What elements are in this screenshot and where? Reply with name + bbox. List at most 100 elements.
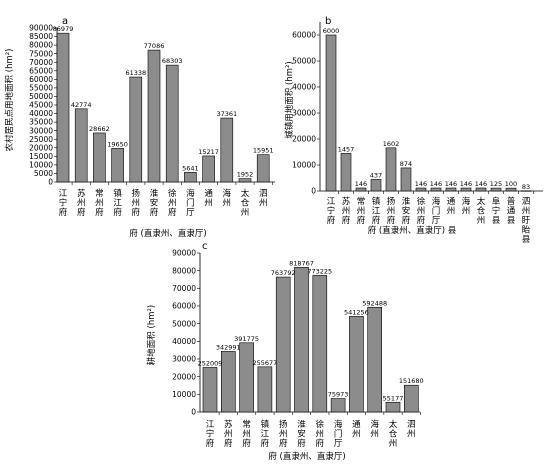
panel-a-bar-1 (74, 108, 88, 183)
panel-a-value-label-0: 86979 (53, 25, 74, 33)
panel-a-bar-8 (202, 155, 215, 183)
panel-b-value-label-12: 100 (505, 180, 517, 188)
panel-c-category-label-10: 太仓州 (389, 419, 398, 449)
panel-c-ylabel: 耕地面积 (hm²) (146, 305, 157, 365)
panel-b-bar-2 (355, 187, 367, 192)
panel-c-value-label-5: 818767 (289, 259, 314, 267)
panel-c-value-label-0: 252009 (198, 359, 223, 367)
panel-a-category-label-10: 太仓州 (241, 188, 250, 218)
panel-a-bar-9 (220, 117, 234, 183)
panel-c-bar-4 (275, 276, 291, 413)
panel-b-bar-6 (415, 187, 427, 192)
panel-b-bar-12 (505, 187, 517, 192)
panel-b-category-label-4: 扬州府 (387, 196, 396, 226)
panel-a-value-label-3: 19650 (107, 140, 128, 148)
panel-a-ytick-label: 90000 (29, 24, 53, 33)
panel-c-bar-6 (312, 275, 328, 413)
panel-c-value-label-11: 151680 (399, 377, 424, 385)
panel-a-value-label-7: 5641 (182, 164, 199, 172)
panel-c-value-label-6: 773225 (307, 267, 332, 275)
panel-b-bar-1 (340, 153, 352, 192)
panel-b-xlabel: 府 (直隶州、直隶厅) 县 (368, 225, 457, 236)
panel-c-letter: c (202, 241, 208, 252)
panel-a-category-label-4: 扬州府 (132, 188, 141, 218)
panel-b-ytick-label: 10000 (292, 161, 316, 170)
panel-c-ytick-label: 50000 (172, 319, 196, 328)
panel-c-ytick-label: 80000 (172, 266, 196, 275)
panel-b-value-label-2: 146 (355, 180, 367, 188)
panel-b-letter: b (325, 16, 331, 27)
panel-a-ytick-label: 45000 (29, 101, 53, 110)
panel-b-bar-5 (400, 167, 412, 192)
panel-a-bar-3 (111, 148, 124, 183)
panel-a-ytick-label: 40000 (29, 109, 53, 118)
panel-b-ytick-label: 40000 (292, 83, 316, 92)
panel-a-category-label-6: 徐州府 (168, 188, 177, 218)
panel-b-value-label-4: 1602 (383, 140, 400, 148)
panel-c-bar-2 (239, 342, 254, 413)
panel-a-value-label-4: 61338 (125, 69, 146, 77)
panel-b-bar-0 (325, 34, 337, 192)
panel-a-value-label-9: 37361 (216, 110, 237, 118)
panel-c-ytick-label: 90000 (172, 249, 196, 258)
panel-a-ytick-label: 10000 (29, 160, 53, 169)
panel-a-ytick-label: 15000 (29, 152, 53, 161)
panel-a-value-label-8: 15217 (198, 148, 219, 156)
panel-a-ytick-label: 85000 (29, 32, 53, 41)
panel-b-category-label-10: 太仓州 (477, 196, 486, 226)
panel-a-ytick-label: 70000 (29, 58, 53, 67)
panel-a-ytick-label: 75000 (29, 49, 53, 58)
panel-c-category-label-0: 江宁府 (206, 420, 215, 449)
panel-a-ytick-label: 50000 (29, 92, 53, 101)
panel-b-bar-4 (385, 147, 397, 192)
panel-c-ytick-label: 10000 (172, 390, 196, 399)
panel-b: b 城镇用地面积 (hm²) 府 (直隶州、直隶厅) 县 0 10000 20000… (284, 16, 543, 245)
panel-a-bar-5 (147, 49, 161, 183)
panel-c-ytick-label: 20000 (172, 372, 196, 381)
panel-a-ytick-label: 55000 (29, 83, 53, 92)
panel-b-ytick-label: 30000 (292, 109, 316, 118)
panel-a-category-label-5: 淮安府 (150, 188, 159, 218)
panel-c-value-label-10: 55177 (383, 394, 404, 402)
panel-c-category-label-8: 通州 (352, 419, 361, 440)
panel-c-category-label-4: 扬州府 (279, 419, 288, 449)
panel-c-ytick-label: 60000 (172, 302, 196, 311)
panel-a-ytick-label: 65000 (29, 66, 53, 75)
panel-c-bar-3 (257, 366, 273, 413)
panel-a-bar-4 (129, 76, 143, 183)
panel-b-value-label-8: 146 (445, 180, 457, 188)
panel-b-ytick-label: 60000 (292, 31, 316, 40)
panel-a-ytick-label: 25000 (29, 135, 53, 144)
panel-b-axes (319, 22, 543, 192)
panel-c-category-label-5: 淮安府 (297, 419, 306, 449)
panel-b-value-label-11: 125 (490, 180, 502, 188)
panel-b-category-label-3: 镇江府 (372, 196, 381, 226)
panel-a-value-label-2: 28662 (89, 125, 110, 133)
panel-b-bar-10 (475, 187, 487, 192)
panel-a-ytick-label: 60000 (29, 75, 53, 84)
panel-a-bar-2 (93, 132, 106, 183)
panel-a-category-label-3: 镇江府 (113, 188, 122, 218)
panel-c-category-label-11: 泗州 (407, 420, 416, 440)
panel-b-ylabel: 城镇用地面积 (hm²) (284, 61, 295, 138)
panel-a-value-label-1: 42774 (71, 101, 92, 109)
panel-c-bar-11 (403, 384, 419, 413)
panel-c-value-label-7: 75973 (328, 391, 349, 399)
panel-c-ytick-label: 70000 (172, 284, 196, 293)
panel-a-ylabel: 农村居民点用地面积 (hm²) (4, 49, 15, 152)
panel-c-bar-0 (202, 367, 218, 413)
panel-a-value-label-5: 77086 (144, 42, 165, 50)
panel-b-category-label-2: 常州府 (357, 196, 366, 226)
panel-b-category-label-0: 江宁府 (327, 197, 336, 226)
panel-b-category-label-7: 海门厅 (432, 196, 441, 226)
panel-a-ytick-label: 80000 (29, 41, 53, 50)
panel-c-xlabel: 府 (直隶州、直隶厅) (268, 451, 345, 462)
panel-b-category-label-8: 通州 (447, 196, 456, 217)
panel-c-bar-8 (349, 316, 364, 413)
panel-c-bar-10 (385, 401, 401, 413)
panel-b-category-label-9: 海州 (462, 196, 471, 217)
panel-a-ytick-label: 0 (48, 178, 53, 187)
panel-c-category-label-2: 常州府 (242, 419, 251, 449)
panel-a-category-label-1: 苏州府 (77, 188, 86, 218)
